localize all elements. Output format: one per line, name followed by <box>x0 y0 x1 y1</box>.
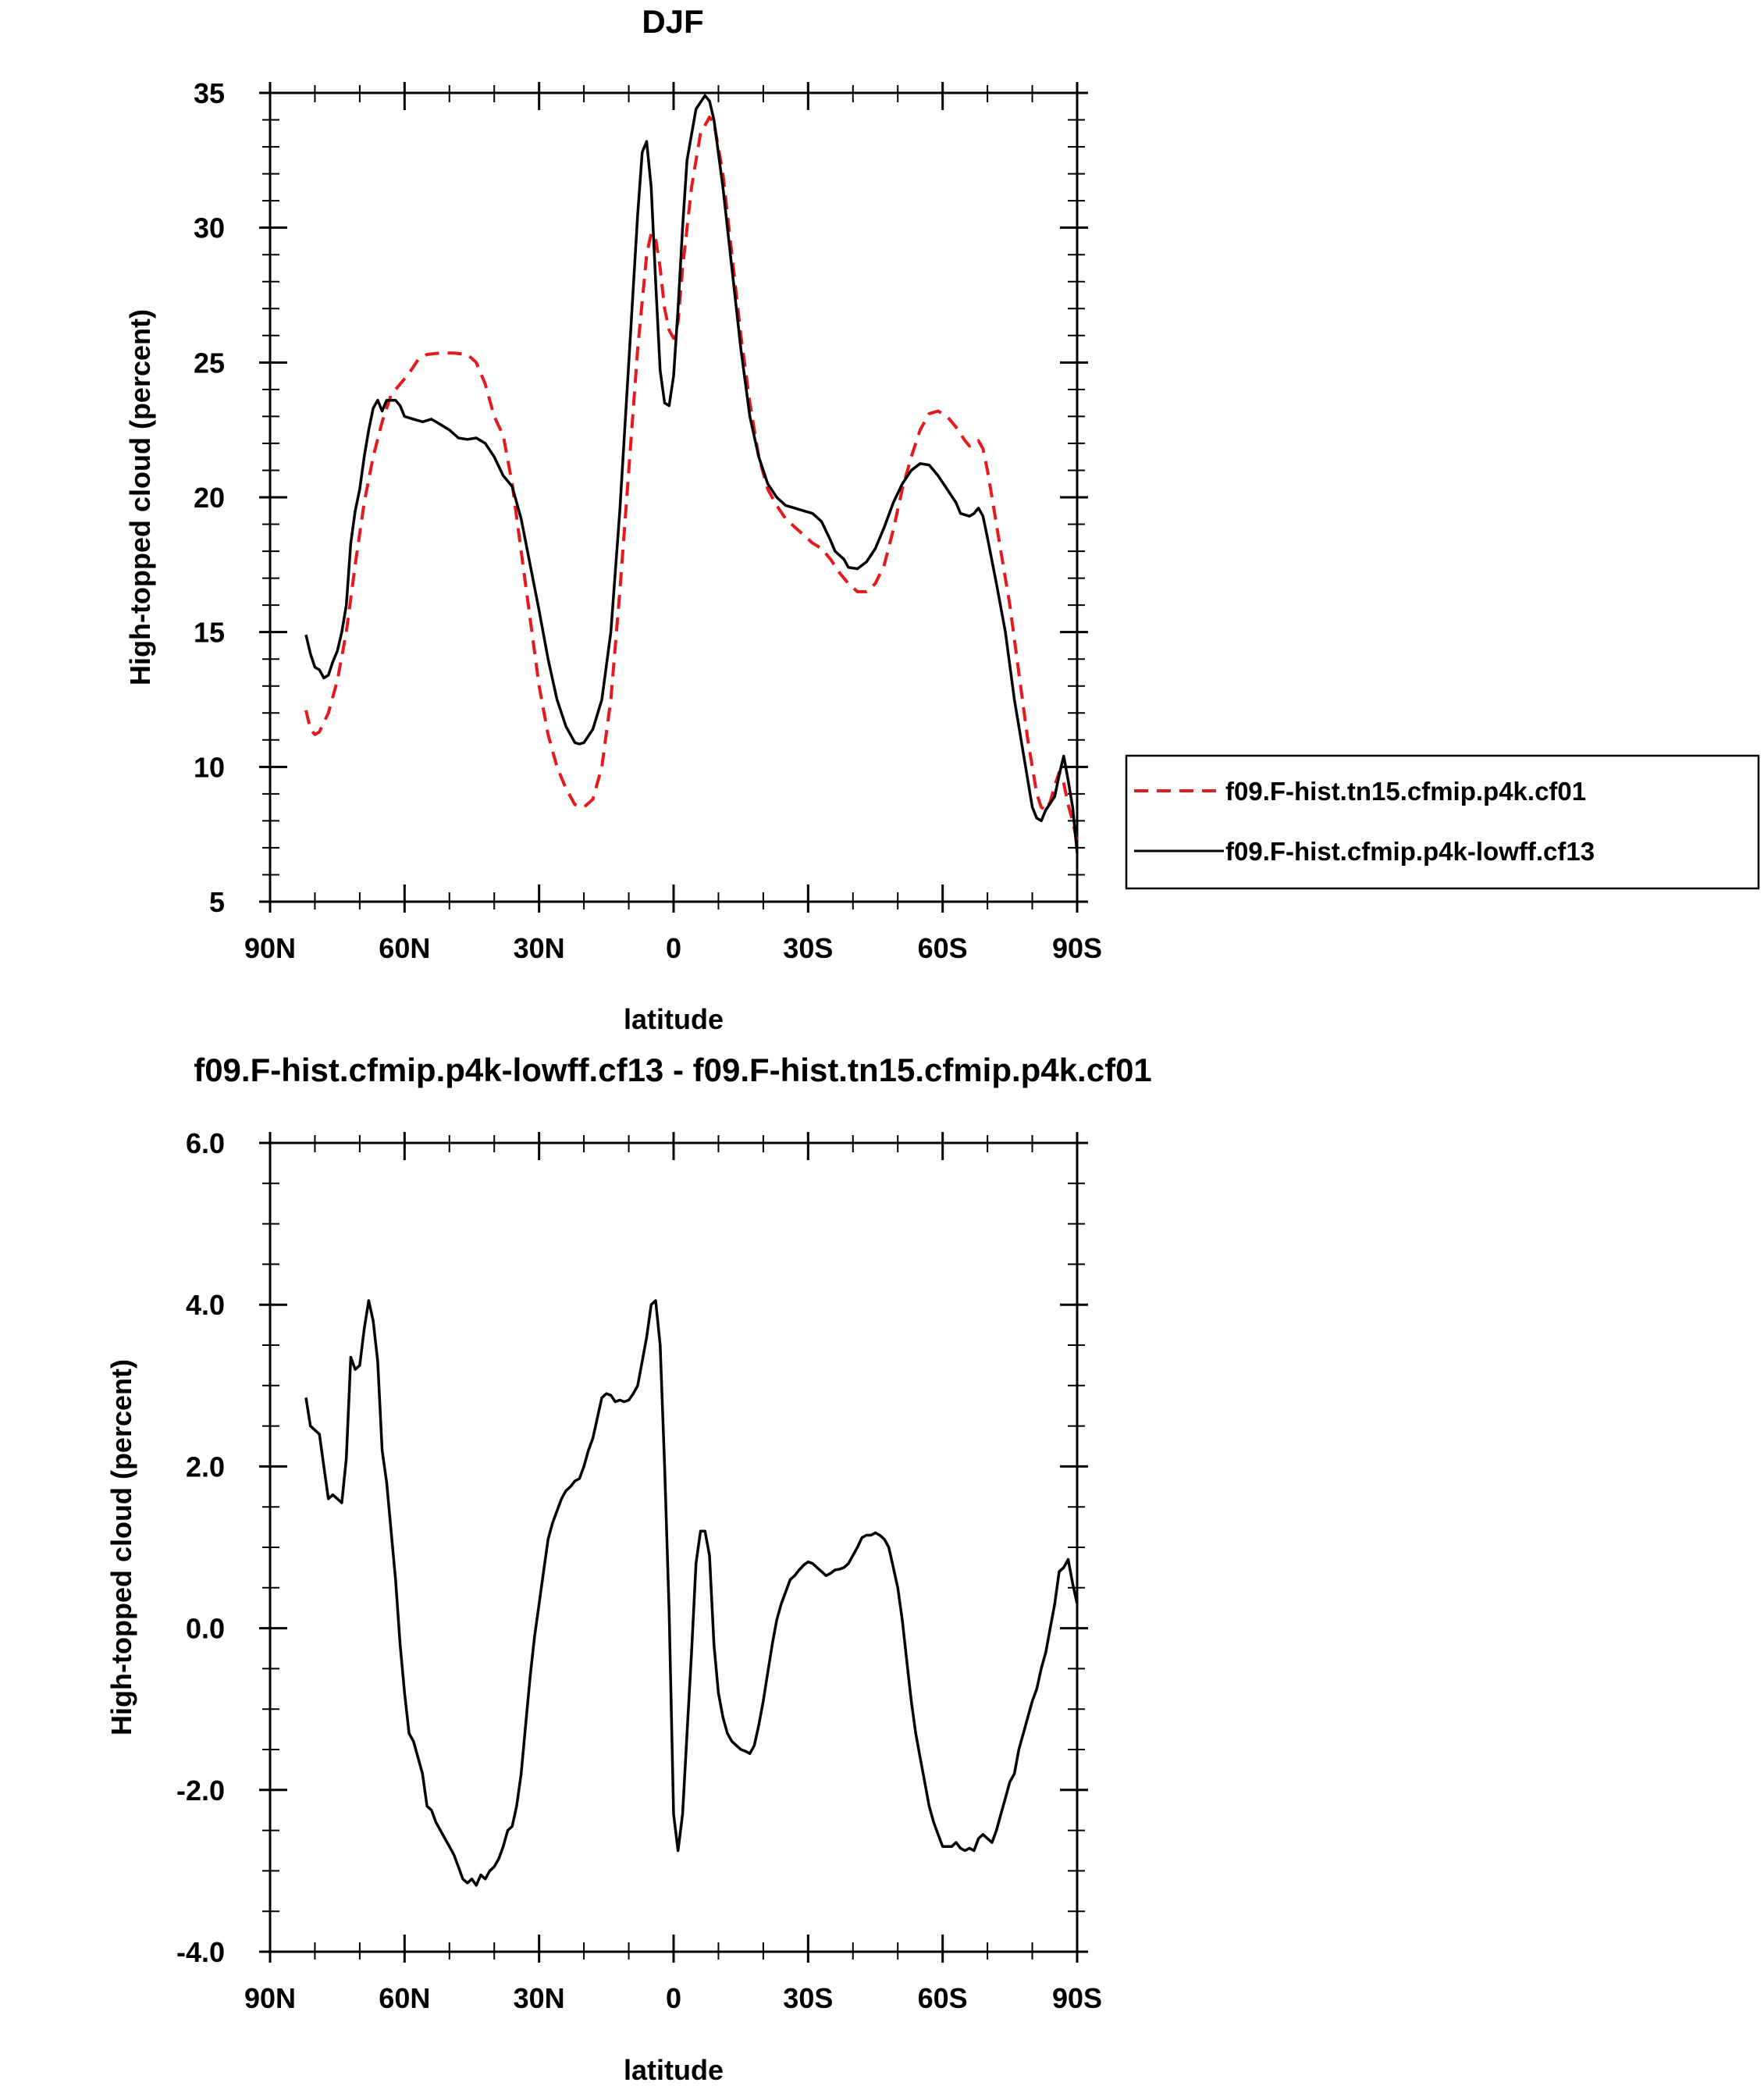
x-tick-label: 90S <box>1052 932 1102 964</box>
x-tick-label: 30S <box>783 1982 833 2014</box>
x-tick-label: 0 <box>666 1982 681 2014</box>
legend: f09.F-hist.tn15.cfmip.p4k.cf01 f09.F-his… <box>1125 754 1760 890</box>
bottom-axis-ticks <box>259 1132 1088 1963</box>
y-tick-label: -2.0 <box>176 1775 225 1807</box>
legend-label-cf01: f09.F-hist.tn15.cfmip.p4k.cf01 <box>1225 777 1586 806</box>
x-tick-label: 60S <box>918 932 968 964</box>
x-tick-label: 60N <box>379 932 430 964</box>
x-tick-label: 90N <box>244 1982 296 2014</box>
x-tick-label: 30S <box>783 932 833 964</box>
x-tick-label: 90S <box>1052 1982 1102 2014</box>
x-tick-label: 30N <box>514 1982 565 2014</box>
top-y-axis-label: High-topped cloud (percent) <box>124 309 156 685</box>
y-tick-label: 30 <box>194 212 225 244</box>
top-y-tick-labels: 5 10 15 20 25 30 35 <box>194 77 225 918</box>
top-chart-title: DJF <box>642 3 703 40</box>
top-x-axis-label: latitude <box>624 1003 724 1035</box>
top-series-line-1 <box>304 94 1079 853</box>
top-axis-ticks <box>259 82 1088 913</box>
y-tick-label: 2.0 <box>186 1451 225 1483</box>
bottom-chart: f09.F-hist.cfmip.p4k-lowff.cf13 - f09.F-… <box>105 1052 1152 2086</box>
y-tick-label: 25 <box>194 347 225 379</box>
y-tick-label: 20 <box>194 482 225 514</box>
bottom-series-line-0 <box>304 1299 1079 1887</box>
x-tick-label: 30N <box>514 932 565 964</box>
y-tick-label: 5 <box>209 886 225 918</box>
bottom-y-tick-labels: -4.0 -2.0 0.0 2.0 4.0 6.0 <box>176 1127 225 1968</box>
bottom-series-lines <box>304 1299 1079 1887</box>
y-tick-label: 15 <box>194 617 225 649</box>
bottom-x-axis-label: latitude <box>624 2054 724 2086</box>
y-tick-label: -4.0 <box>176 1936 225 1968</box>
top-series-line-0 <box>304 116 1079 843</box>
y-tick-label: 0.0 <box>186 1613 225 1645</box>
bottom-y-axis-label: High-topped cloud (percent) <box>105 1359 137 1735</box>
y-tick-label: 6.0 <box>186 1127 225 1159</box>
top-chart: DJF 5 10 15 20 25 30 35 90N 60N 30N 0 30S 60S 90S Hi… <box>124 3 1760 1035</box>
legend-label-cf13: f09.F-hist.cfmip.p4k-lowff.cf13 <box>1225 837 1595 866</box>
y-tick-label: 35 <box>194 77 225 109</box>
legend-box <box>1125 754 1760 890</box>
x-tick-label: 60S <box>918 1982 968 2014</box>
x-tick-label: 60N <box>379 1982 430 2014</box>
x-tick-label: 90N <box>244 932 296 964</box>
top-x-tick-labels: 90N 60N 30N 0 30S 60S 90S <box>244 932 1102 964</box>
y-tick-label: 10 <box>194 751 225 783</box>
top-series-lines <box>304 94 1079 853</box>
y-tick-label: 4.0 <box>186 1289 225 1321</box>
x-tick-label: 0 <box>666 932 681 964</box>
bottom-chart-title: f09.F-hist.cfmip.p4k-lowff.cf13 - f09.F-… <box>194 1052 1152 1088</box>
bottom-x-tick-labels: 90N 60N 30N 0 30S 60S 90S <box>244 1982 1102 2014</box>
